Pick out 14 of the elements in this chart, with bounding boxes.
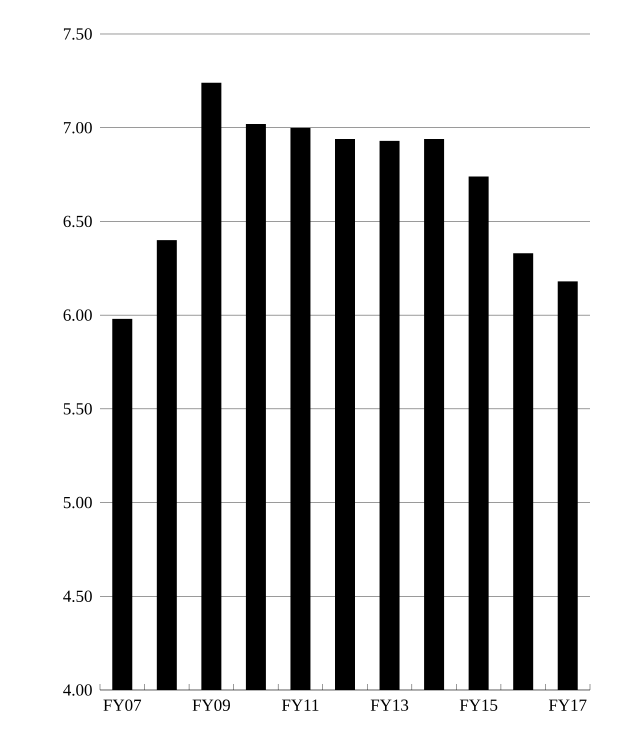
y-tick-label: 4.50 <box>63 590 92 602</box>
x-tick-label: FY17 <box>548 700 587 711</box>
y-tick-label: 5.50 <box>64 403 92 415</box>
y-tick-label: 6.00 <box>64 309 92 321</box>
y-tick-label: 6.50 <box>64 216 92 228</box>
x-tick-label: FY07 <box>103 700 142 711</box>
x-tick-label: FY11 <box>282 700 318 711</box>
x-tick-label: FY13 <box>370 700 408 711</box>
x-tick-label: FY15 <box>460 700 498 711</box>
y-tick-label: 5.00 <box>64 496 92 508</box>
y-tick-label: 4.00 <box>63 684 92 696</box>
x-tick-label: FY09 <box>192 700 230 711</box>
y-tick-label: 7.50 <box>64 28 92 40</box>
y-tick-label: 7.00 <box>64 122 92 134</box>
